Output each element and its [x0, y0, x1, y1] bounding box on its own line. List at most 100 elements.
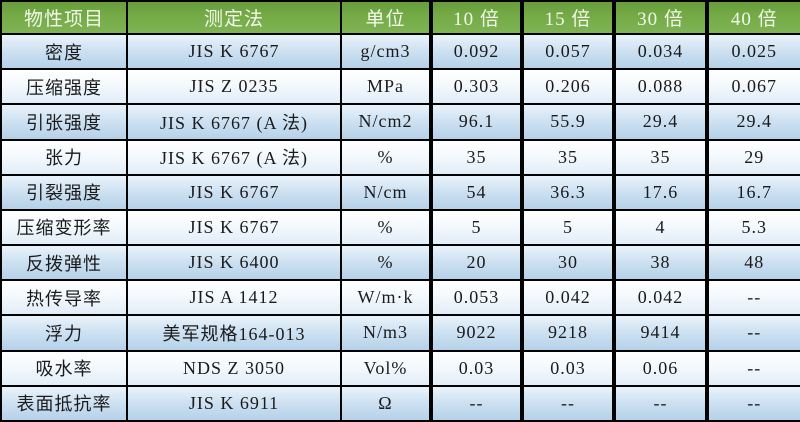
value-15x-cell: 0.03	[520, 349, 615, 387]
table-header: 物性项目 测定法 单位 10 倍 15 倍 30 倍 40 倍	[0, 0, 800, 35]
unit-cell: MPa	[340, 68, 432, 106]
table-row: 吸水率 NDS Z 3050 Vol% 0.03 0.03 0.06 --	[0, 349, 800, 387]
property-name-cell: 表面抵抗率	[0, 384, 128, 422]
property-name-cell: 压缩强度	[0, 68, 128, 106]
value-10x-cell: 5	[429, 208, 523, 247]
value-30x-cell: 4	[612, 208, 708, 247]
table-body: 密度 JIS K 6767 g/cm3 0.092 0.057 0.034 0.025 压缩强…	[0, 32, 800, 422]
value-30x-cell: --	[612, 384, 708, 422]
column-header-40x: 40 倍	[705, 0, 800, 35]
table-row: 浮力 美军规格164-013 N/m3 9022 9218 9414 --	[0, 314, 800, 352]
column-header-30x: 30 倍	[612, 0, 708, 35]
table-row: 压缩变形率 JIS K 6767% 5 5 4 5.3	[0, 208, 800, 247]
value-40x-cell: 0.025	[705, 32, 800, 71]
property-name-cell: 张力	[0, 138, 128, 176]
value-10x-cell: 54	[429, 173, 523, 211]
value-15x-cell: 30	[520, 244, 615, 282]
value-15x-cell: 5	[520, 208, 615, 247]
value-15x-cell: 0.057	[520, 32, 615, 71]
method-cell: JIS Z 0235	[126, 68, 342, 106]
method-cell: JIS A 1412	[126, 279, 342, 317]
table-row: 密度 JIS K 6767 g/cm3 0.092 0.057 0.034 0.025	[0, 32, 800, 71]
value-40x-cell: --	[705, 384, 800, 422]
unit-cell: %	[340, 138, 432, 176]
property-name-cell: 浮力	[0, 314, 128, 352]
value-10x-cell: 20	[429, 244, 523, 282]
value-40x-cell: 0.067	[705, 68, 800, 106]
value-40x-cell: 16.7	[705, 173, 800, 211]
property-name-cell: 引张强度	[0, 103, 128, 141]
value-15x-cell: 36.3	[520, 173, 615, 211]
table-row: 引裂强度 JIS K 6767 N/cm 54 36.3 17.6 16.7	[0, 173, 800, 211]
value-30x-cell: 9414	[612, 314, 708, 352]
property-name-cell: 密度	[0, 32, 128, 71]
method-cell: 美军规格164-013	[126, 314, 342, 352]
header-row: 物性项目 测定法 单位 10 倍 15 倍 30 倍 40 倍	[0, 0, 800, 35]
value-30x-cell: 0.088	[612, 68, 708, 106]
unit-cell: %	[340, 244, 432, 282]
value-15x-cell: --	[520, 384, 615, 422]
value-40x-cell: 5.3	[705, 208, 800, 247]
unit-cell: W/m·k	[340, 279, 432, 317]
property-name-cell: 吸水率	[0, 349, 128, 387]
value-30x-cell: 38	[612, 244, 708, 282]
unit-cell: Ω	[340, 384, 432, 422]
property-name-cell: 热传导率	[0, 279, 128, 317]
method-cell: JIS K 6767 (A 法)	[126, 103, 342, 141]
method-cell: JIS K 6767 (A 法)	[126, 138, 342, 176]
column-header-property: 物性项目	[0, 0, 128, 35]
value-10x-cell: 0.303	[429, 68, 523, 106]
value-10x-cell: 9022	[429, 314, 523, 352]
unit-cell: g/cm3	[340, 32, 432, 71]
value-30x-cell: 0.042	[612, 279, 708, 317]
table-row: 反拨弹性 JIS K 6400% 20 30 38 48	[0, 244, 800, 282]
value-40x-cell: --	[705, 279, 800, 317]
column-header-unit: 单位	[340, 0, 432, 35]
table-row: 热传导率 JIS A 1412 W/m·k 0.053 0.042 0.042 --	[0, 279, 800, 317]
unit-cell: N/m3	[340, 314, 432, 352]
column-header-10x: 10 倍	[429, 0, 523, 35]
table-row: 压缩强度 JIS Z 0235 MPa 0.303 0.206 0.088 0.067	[0, 68, 800, 106]
method-cell: JIS K 6767	[126, 173, 342, 211]
value-10x-cell: --	[429, 384, 523, 422]
method-cell: JIS K 6400	[126, 244, 342, 282]
value-40x-cell: 29.4	[705, 103, 800, 141]
value-40x-cell: 29	[705, 138, 800, 176]
unit-cell: N/cm2	[340, 103, 432, 141]
unit-cell: Vol%	[340, 349, 432, 387]
table-row: 表面抵抗率 JIS K 6911 Ω -- -- -- --	[0, 384, 800, 422]
unit-cell: %	[340, 208, 432, 247]
value-10x-cell: 0.053	[429, 279, 523, 317]
value-15x-cell: 55.9	[520, 103, 615, 141]
value-10x-cell: 0.03	[429, 349, 523, 387]
property-name-cell: 引裂强度	[0, 173, 128, 211]
method-cell: NDS Z 3050	[126, 349, 342, 387]
value-10x-cell: 35	[429, 138, 523, 176]
value-30x-cell: 29.4	[612, 103, 708, 141]
property-name-cell: 反拨弹性	[0, 244, 128, 282]
method-cell: JIS K 6767	[126, 32, 342, 71]
value-15x-cell: 9218	[520, 314, 615, 352]
value-10x-cell: 0.092	[429, 32, 523, 71]
value-15x-cell: 0.042	[520, 279, 615, 317]
table-row: 张力 JIS K 6767 (A 法)% 35 35 35 29	[0, 138, 800, 176]
value-15x-cell: 35	[520, 138, 615, 176]
property-name-cell: 压缩变形率	[0, 208, 128, 247]
value-30x-cell: 0.034	[612, 32, 708, 71]
value-10x-cell: 96.1	[429, 103, 523, 141]
column-header-method: 测定法	[126, 0, 342, 35]
value-30x-cell: 0.06	[612, 349, 708, 387]
value-40x-cell: --	[705, 349, 800, 387]
value-15x-cell: 0.206	[520, 68, 615, 106]
value-40x-cell: 48	[705, 244, 800, 282]
value-40x-cell: --	[705, 314, 800, 352]
value-30x-cell: 17.6	[612, 173, 708, 211]
column-header-15x: 15 倍	[520, 0, 615, 35]
table-row: 引张强度 JIS K 6767 (A 法) N/cm2 96.1 55.9 29.4 29.…	[0, 103, 800, 141]
method-cell: JIS K 6911	[126, 384, 342, 422]
value-30x-cell: 35	[612, 138, 708, 176]
unit-cell: N/cm	[340, 173, 432, 211]
method-cell: JIS K 6767	[126, 208, 342, 247]
